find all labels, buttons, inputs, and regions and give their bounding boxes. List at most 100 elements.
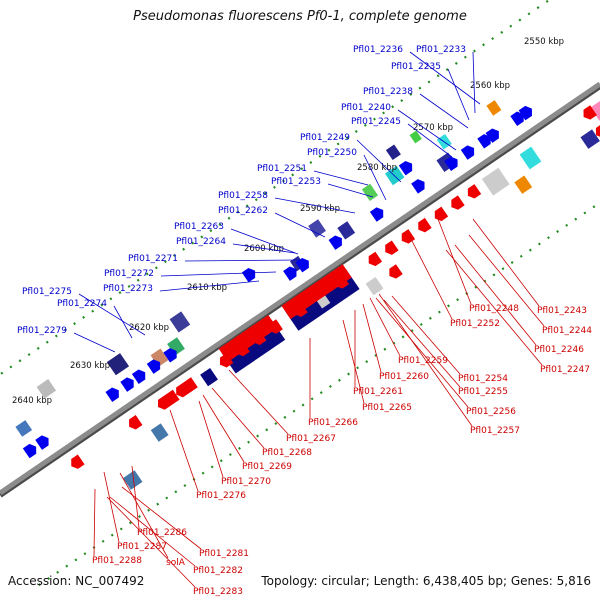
feature-block: [580, 129, 600, 149]
forward-gene-leader: [160, 271, 277, 277]
reverse-gene-label: Pfl01_2281: [199, 549, 249, 559]
forward-gene-leader: [407, 123, 453, 158]
feature-block: [481, 167, 510, 196]
reverse-gene-leader: [342, 319, 365, 404]
ruler-tick-label: 2590 kbp: [300, 204, 340, 214]
reverse-gene-label: Pfl01_2260: [379, 372, 429, 382]
feature-block: [486, 100, 502, 116]
reverse-gene-leader: [409, 236, 453, 320]
feature-block: [150, 348, 169, 367]
feature-block: [216, 386, 234, 404]
feature-block: [519, 146, 542, 170]
reverse-gene-label: Pfl01_2267: [286, 434, 336, 444]
reverse-gene-label: Pfl01_2268: [262, 448, 312, 458]
reverse-gene-leader: [362, 303, 382, 373]
forward-gene-arrow: [460, 145, 475, 160]
reverse-gene-leader: [437, 218, 472, 305]
reverse-gene-leader: [454, 244, 537, 346]
forward-gene-arrow: [241, 267, 256, 283]
forward-gene-label: Pfl01_2258: [218, 191, 268, 201]
reverse-gene-leader: [445, 249, 543, 366]
forward-gene-arrow: [22, 443, 37, 459]
forward-gene-leader: [232, 243, 296, 254]
ruler-tick-label: 2550 kbp: [524, 37, 564, 47]
reverse-gene-arrow: [368, 251, 383, 267]
reverse-gene-leader: [369, 297, 401, 357]
reverse-gene-leader: [228, 369, 289, 435]
forward-gene-arrow: [146, 359, 161, 374]
reverse-gene-label: Pfl01_2270: [221, 477, 271, 487]
feature-block: [308, 219, 326, 238]
reverse-gene-label: Pfl01_2244: [542, 326, 592, 336]
reverse-gene-leader: [472, 218, 540, 307]
forward-gene-label: Pfl01_2262: [218, 206, 268, 216]
forward-gene-arrow: [518, 105, 532, 121]
reverse-gene-label: Pfl01_2256: [466, 407, 516, 417]
tick-row-outer: [0, 0, 552, 376]
forward-gene-label: Pfl01_2272: [104, 269, 154, 279]
tick-row-inner: [38, 201, 600, 587]
forward-gene-label: Pfl01_2273: [103, 284, 153, 294]
forward-gene-leader: [73, 332, 116, 353]
forward-gene-arrow: [131, 369, 146, 384]
forward-gene-arrow: [120, 377, 134, 392]
forward-gene-leader: [327, 183, 374, 198]
reverse-gene-label: Pfl01_2287: [117, 542, 167, 552]
feature-block: [385, 144, 401, 160]
reverse-gene-arrow: [451, 195, 465, 210]
forward-gene-label: Pfl01_2253: [271, 177, 321, 187]
feature-block: [200, 367, 218, 387]
reverse-gene-arrow: [434, 206, 449, 222]
forward-gene-label: Pfl01_2245: [351, 117, 401, 127]
forward-gene-leader: [313, 170, 369, 186]
forward-gene-label: Pfl01_2264: [176, 237, 226, 247]
reverse-gene-label: Pfl01_2282: [193, 566, 243, 576]
feature-block: [361, 183, 379, 202]
reverse-gene-label: Pfl01_2248: [469, 304, 519, 314]
ruler-tick-label: 2570 kbp: [413, 123, 453, 133]
reverse-gene-arrow: [157, 389, 180, 410]
ruler-tick-label: 2640 kbp: [12, 396, 52, 406]
reverse-gene-leader: [121, 486, 202, 550]
forward-gene-leader: [363, 154, 387, 201]
ruler-tick-label: 2600 kbp: [244, 244, 284, 254]
forward-gene-arrow: [295, 258, 309, 273]
reverse-gene-label: Pfl01_2266: [308, 418, 358, 428]
forward-gene-arrow: [163, 348, 177, 363]
reverse-gene-leader: [119, 472, 169, 559]
feature-block: [36, 379, 57, 399]
reverse-gene-arrow: [389, 264, 403, 279]
ruler-tick-label: 2630 kbp: [70, 361, 110, 371]
reverse-gene-arrow: [71, 454, 85, 469]
reverse-gene-arrow: [129, 415, 143, 430]
feature-block: [514, 175, 533, 194]
forward-gene-label: Pfl01_2233: [416, 45, 466, 55]
reverse-gene-leader: [103, 471, 120, 543]
feature-block: [337, 221, 356, 240]
reverse-gene-leader: [391, 295, 461, 375]
forward-gene-leader: [274, 197, 356, 214]
reverse-gene-arrow: [467, 184, 482, 199]
feature-block: [106, 353, 130, 376]
reverse-gene-leader: [378, 293, 473, 427]
reverse-gene-leader: [106, 496, 196, 588]
reverse-gene-leader: [109, 496, 196, 567]
forward-gene-arrow: [477, 134, 491, 149]
feature-block: [150, 423, 169, 442]
reverse-gene-leader: [375, 297, 469, 408]
forward-gene-arrow: [283, 266, 297, 281]
reverse-gene-block: [218, 314, 278, 362]
forward-gene-label: Pfl01_2249: [300, 133, 350, 143]
forward-gene-arrow: [411, 179, 425, 194]
forward-gene-leader: [113, 305, 133, 339]
forward-gene-leader: [230, 228, 299, 255]
ruler-tick-label: 2610 kbp: [187, 283, 227, 293]
forward-gene-arrow: [444, 156, 458, 172]
forward-gene-arrow: [510, 111, 524, 126]
forward-gene-label: Pfl01_2275: [22, 287, 72, 297]
forward-gene-label: Pfl01_2235: [391, 62, 441, 72]
reverse-gene-arrow: [401, 229, 416, 244]
forward-gene-label: Pfl01_2279: [17, 326, 67, 336]
